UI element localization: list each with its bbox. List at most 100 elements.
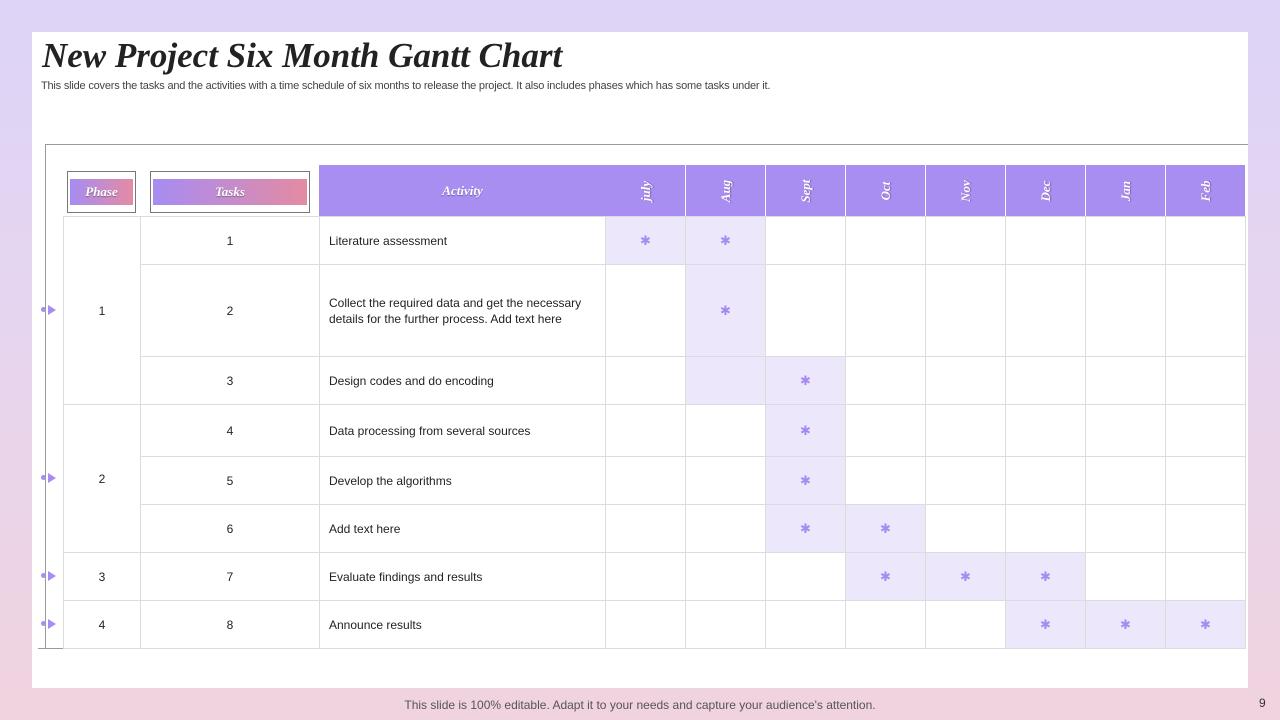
timeline-cell [685, 456, 766, 505]
month-header-july: july [606, 165, 685, 216]
timeline-cell [845, 216, 926, 265]
phase-header: Phase [67, 171, 136, 213]
task-number-cell: 7 [140, 552, 320, 601]
timeline-cell [925, 264, 1006, 357]
month-header-oct: Oct [846, 165, 925, 216]
timeline-cell-active: ✱ [845, 552, 926, 601]
timeline-cell [1005, 504, 1086, 553]
timeline-cell-active: ✱ [765, 356, 846, 405]
timeline-cell [925, 404, 1006, 457]
month-header-label: Jan [1117, 180, 1133, 201]
timeline-cell [1005, 404, 1086, 457]
page-subtitle: This slide covers the tasks and the acti… [41, 80, 771, 92]
timeline-cell-active: ✱ [605, 216, 686, 265]
month-header-label: Nov [957, 179, 973, 202]
month-header-jan: Jan [1086, 165, 1165, 216]
timeline-cell [925, 356, 1006, 405]
frame-left-line [45, 144, 46, 648]
timeline-cell-active: ✱ [765, 404, 846, 457]
slide: New Project Six Month Gantt Chart This s… [32, 32, 1248, 688]
timeline-cell [1085, 456, 1166, 505]
asterisk-icon: ✱ [880, 568, 891, 584]
timeline-cell-active: ✱ [765, 504, 846, 553]
timeline-cell [1085, 504, 1166, 553]
phase-header-label: Phase [70, 179, 133, 205]
activity-cell: Evaluate findings and results [319, 552, 606, 601]
timeline-cell-active: ✱ [685, 216, 766, 265]
timeline-cell [925, 504, 1006, 553]
timeline-cell [765, 552, 846, 601]
month-header-feb: Feb [1166, 165, 1245, 216]
timeline-cell [605, 356, 686, 405]
timeline-cell [925, 600, 1006, 649]
timeline-cell [605, 504, 686, 553]
timeline-cell [1165, 264, 1246, 357]
page-number: 9 [1259, 696, 1266, 710]
activity-cell: Collect the required data and get the ne… [319, 264, 606, 357]
timeline-cell [1005, 456, 1086, 505]
timeline-cell [1005, 216, 1086, 265]
phase-arrow-icon [41, 571, 61, 581]
activity-cell: Design codes and do encoding [319, 356, 606, 405]
month-header-label: Dec [1037, 180, 1053, 201]
timeline-cell [685, 600, 766, 649]
timeline-cell [845, 356, 926, 405]
asterisk-icon: ✱ [640, 232, 651, 248]
timeline-cell-active: ✱ [925, 552, 1006, 601]
task-number-cell: 8 [140, 600, 320, 649]
month-header-label: Oct [877, 181, 893, 200]
phase-arrow-icon [41, 619, 61, 629]
page-title: New Project Six Month Gantt Chart [42, 36, 563, 75]
month-header-aug: Aug [686, 165, 765, 216]
timeline-cell [605, 404, 686, 457]
asterisk-icon: ✱ [1120, 616, 1131, 632]
asterisk-icon: ✱ [800, 472, 811, 488]
timeline-cell-active: ✱ [1005, 552, 1086, 601]
asterisk-icon: ✱ [720, 232, 731, 248]
timeline-cell [925, 216, 1006, 265]
task-number-cell: 3 [140, 356, 320, 405]
timeline-cell-active: ✱ [1085, 600, 1166, 649]
activity-cell: Literature assessment [319, 216, 606, 265]
footer-note: This slide is 100% editable. Adapt it to… [404, 698, 876, 712]
timeline-cell [845, 404, 926, 457]
asterisk-icon: ✱ [960, 568, 971, 584]
activity-header: Activity [319, 165, 606, 216]
timeline-cell-active: ✱ [1005, 600, 1086, 649]
phase-cell: 4 [63, 600, 141, 649]
asterisk-icon: ✱ [880, 520, 891, 536]
month-header-dec: Dec [1006, 165, 1085, 216]
timeline-cell [1005, 356, 1086, 405]
frame-top-line [45, 144, 1248, 145]
month-header-label: Feb [1197, 180, 1213, 201]
timeline-cell [605, 600, 686, 649]
timeline-cell [605, 552, 686, 601]
month-header-label: Aug [717, 179, 733, 202]
timeline-cell [605, 264, 686, 357]
timeline-cell [1165, 404, 1246, 457]
timeline-cell [685, 552, 766, 601]
phase-arrow-icon [41, 473, 61, 483]
month-header-label: july [637, 180, 653, 201]
phase-cell: 1 [63, 216, 141, 405]
activity-cell: Data processing from several sources [319, 404, 606, 457]
month-header-nov: Nov [926, 165, 1005, 216]
asterisk-icon: ✱ [800, 520, 811, 536]
timeline-cell-active: ✱ [685, 264, 766, 357]
asterisk-icon: ✱ [720, 302, 731, 318]
timeline-cell [1165, 456, 1246, 505]
timeline-cell [1165, 356, 1246, 405]
phase-arrow-icon [41, 305, 61, 315]
tasks-header-label: Tasks [153, 179, 307, 205]
frame-bottom-line [38, 648, 63, 649]
timeline-cell [925, 456, 1006, 505]
timeline-cell [1085, 216, 1166, 265]
timeline-cell [845, 264, 926, 357]
task-number-cell: 5 [140, 456, 320, 505]
timeline-cell [1005, 264, 1086, 357]
timeline-cell [685, 504, 766, 553]
timeline-cell-active: ✱ [1165, 600, 1246, 649]
asterisk-icon: ✱ [1040, 616, 1051, 632]
timeline-cell [845, 600, 926, 649]
asterisk-icon: ✱ [1040, 568, 1051, 584]
